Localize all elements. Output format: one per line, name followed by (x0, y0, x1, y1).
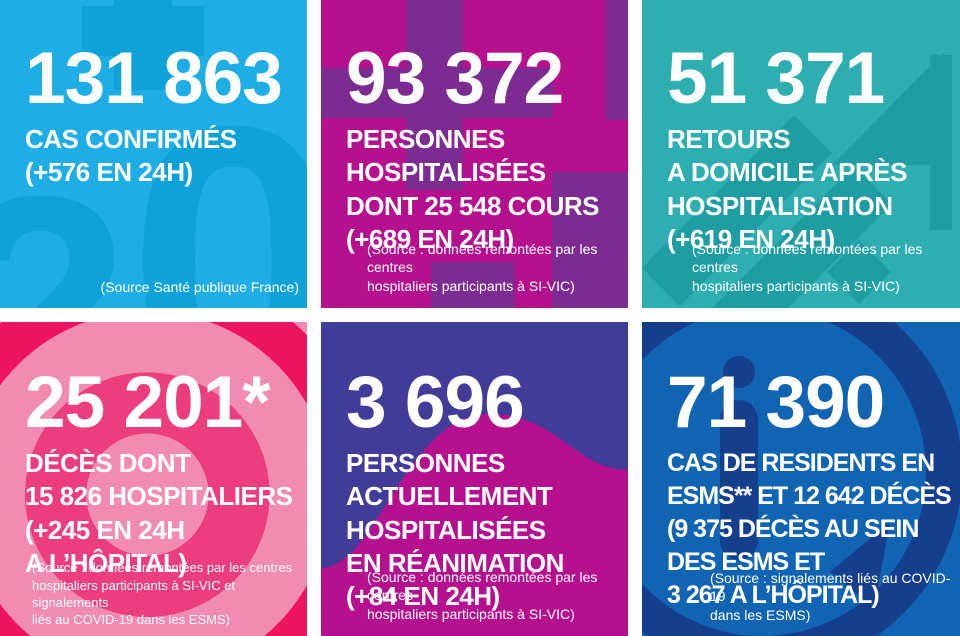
stat-number: 25 201* (25, 362, 271, 443)
stat-tile-deaths: 25 201* DÉCÈS DONT 15 826 HOSPITALIERS (… (0, 322, 307, 636)
stat-tile-icu: 3 696 PERSONNES ACTUELLEMENT HOSPITALISÉ… (321, 322, 628, 636)
stat-tile-confirmed-cases: 2 0 131 863 CAS CONFIRMÉS (+576 EN 24H) … (0, 0, 307, 308)
stat-tile-esms-residents: 71 390 CAS DE RESIDENTS EN ESMS** ET 12 … (642, 322, 960, 636)
source-note: (Source : signalements liés au COVID-19 … (710, 569, 951, 623)
stat-number: 71 390 (667, 362, 885, 443)
stat-tile-returned-home: 51 371 RETOURS A DOMICILE APRÈS HOSPITAL… (642, 0, 960, 308)
source-note: (Source Santé publique France) (100, 278, 299, 295)
stat-label: CAS CONFIRMÉS (+576 EN 24H) (25, 124, 237, 188)
source-note: (Source : données remontées par les cent… (692, 240, 923, 294)
source-note: (Source : données remontées par les cent… (367, 240, 598, 294)
stat-tile-hospitalized: 93 372 PERSONNES HOSPITALISÉES DONT 25 5… (321, 0, 628, 308)
stat-number: 51 371 (667, 38, 885, 119)
stat-label: DÉCÈS DONT 15 826 HOSPITALIERS (+245 EN … (25, 448, 293, 578)
source-note: (Source : données remontées par les cent… (32, 560, 293, 627)
stat-label: RETOURS A DOMICILE APRÈS HOSPITALISATION… (667, 124, 907, 254)
stat-number: 3 696 (346, 362, 525, 443)
stat-number: 131 863 (25, 38, 283, 119)
stat-number: 93 372 (346, 38, 564, 119)
stat-label: PERSONNES HOSPITALISÉES DONT 25 548 COUR… (346, 124, 600, 254)
source-note: (Source : données remontées par les cent… (367, 568, 598, 622)
